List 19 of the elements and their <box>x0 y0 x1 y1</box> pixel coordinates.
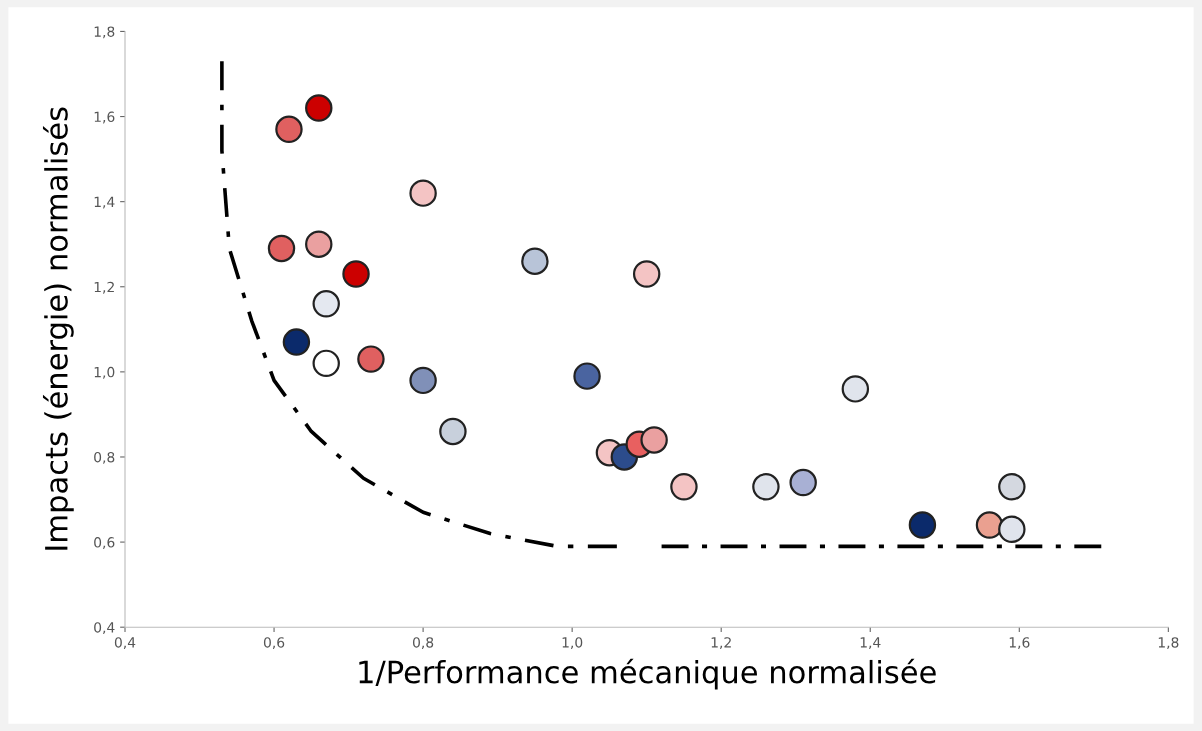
x-axis-title: 1/Performance mécanique normalisée <box>359 658 936 690</box>
y-tick-label: 1,6 <box>94 111 115 124</box>
y-tick-label: 1,4 <box>94 196 115 209</box>
y-axis-title: Impacts (énergie) normalisés <box>42 107 74 550</box>
x-tick-label: 0,8 <box>412 637 434 650</box>
x-tick-label: 1,2 <box>711 637 731 650</box>
x-tick-label: 1,6 <box>1009 637 1030 650</box>
x-tick-label: 0,4 <box>114 637 136 650</box>
y-tick-label: 1,8 <box>94 26 115 39</box>
x-tick-label: 1,4 <box>860 637 881 650</box>
x-tick-label: 0,6 <box>263 637 285 650</box>
y-tick-label: 1,2 <box>94 281 114 294</box>
y-tick-label: 1,0 <box>94 366 115 379</box>
y-tick-label: 0,8 <box>94 451 115 464</box>
y-tick-label: 0,6 <box>94 537 115 549</box>
y-tick-label: 0,4 <box>94 622 115 635</box>
x-tick-label: 1,0 <box>562 637 583 650</box>
line-series <box>220 59 619 549</box>
x-tick-label: 1,8 <box>1158 637 1179 650</box>
